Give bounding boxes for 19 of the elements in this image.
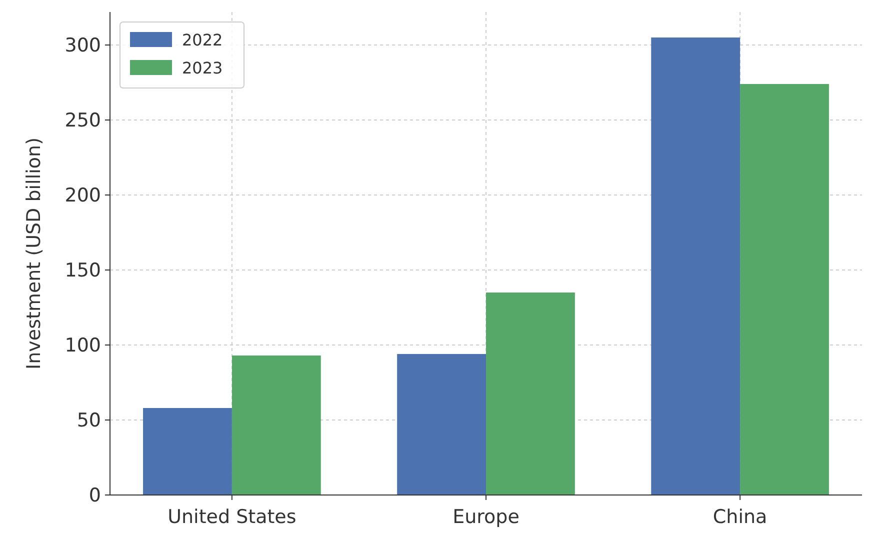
bar (232, 356, 321, 495)
bar (740, 84, 829, 495)
bar (651, 38, 740, 495)
x-tick-label: China (712, 506, 768, 528)
y-tick-label: 100 (64, 334, 101, 357)
x-tick-label: Europe (452, 506, 520, 528)
y-tick-label: 200 (64, 184, 101, 207)
x-tick-label: United States (168, 506, 296, 528)
y-tick-label: 0 (88, 484, 101, 507)
bar (143, 408, 232, 495)
y-tick-label: 150 (64, 260, 101, 282)
y-tick-label: 250 (64, 110, 101, 132)
y-tick-label: 300 (64, 34, 101, 57)
y-axis-title: Investment (USD billion) (23, 138, 45, 370)
legend-label: 2023 (182, 58, 223, 78)
y-tick-label: 50 (76, 410, 101, 432)
bar (397, 354, 486, 495)
legend-label: 2022 (182, 30, 223, 50)
bar (486, 292, 575, 495)
